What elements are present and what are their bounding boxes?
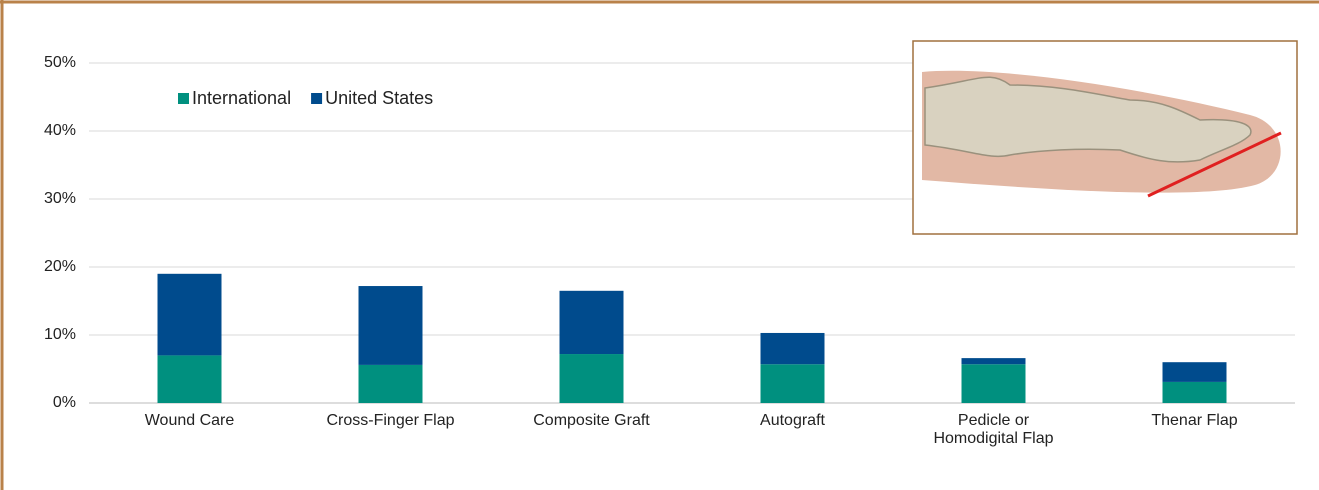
bar-segment [157, 355, 222, 403]
x-tick-label: Pedicle or Homodigital Flap [933, 412, 1054, 447]
bar-segment [760, 364, 825, 403]
x-tick-label: Thenar Flap [1151, 412, 1238, 429]
bar-segment [1162, 381, 1227, 403]
bar-segment [760, 332, 825, 365]
bar-segment [961, 364, 1026, 403]
finger-illustration [912, 40, 1298, 235]
bar-segment [157, 273, 222, 356]
legend-swatch [178, 93, 189, 104]
bar-segment [961, 358, 1026, 365]
bar-segment [358, 286, 423, 365]
y-tick-label: 20% [44, 258, 76, 275]
x-tick-label: Wound Care [144, 412, 235, 429]
y-tick-label: 10% [44, 326, 76, 343]
bar-segment [1162, 362, 1227, 382]
y-tick-label: 50% [44, 54, 76, 71]
bar-segment [559, 290, 624, 355]
bar-segment [559, 354, 624, 403]
legend-swatch [311, 93, 323, 104]
bar-segment [358, 364, 423, 403]
x-tick-label: Autograft [760, 412, 825, 429]
y-tick-label: 0% [53, 394, 76, 411]
x-tick-label: Cross-Finger Flap [326, 412, 455, 429]
y-tick-label: 40% [44, 122, 76, 139]
y-tick-label: 30% [44, 190, 76, 207]
x-tick-label: Composite Graft [533, 412, 650, 429]
legend-label: International [192, 88, 291, 108]
legend-label: United States [325, 88, 433, 108]
